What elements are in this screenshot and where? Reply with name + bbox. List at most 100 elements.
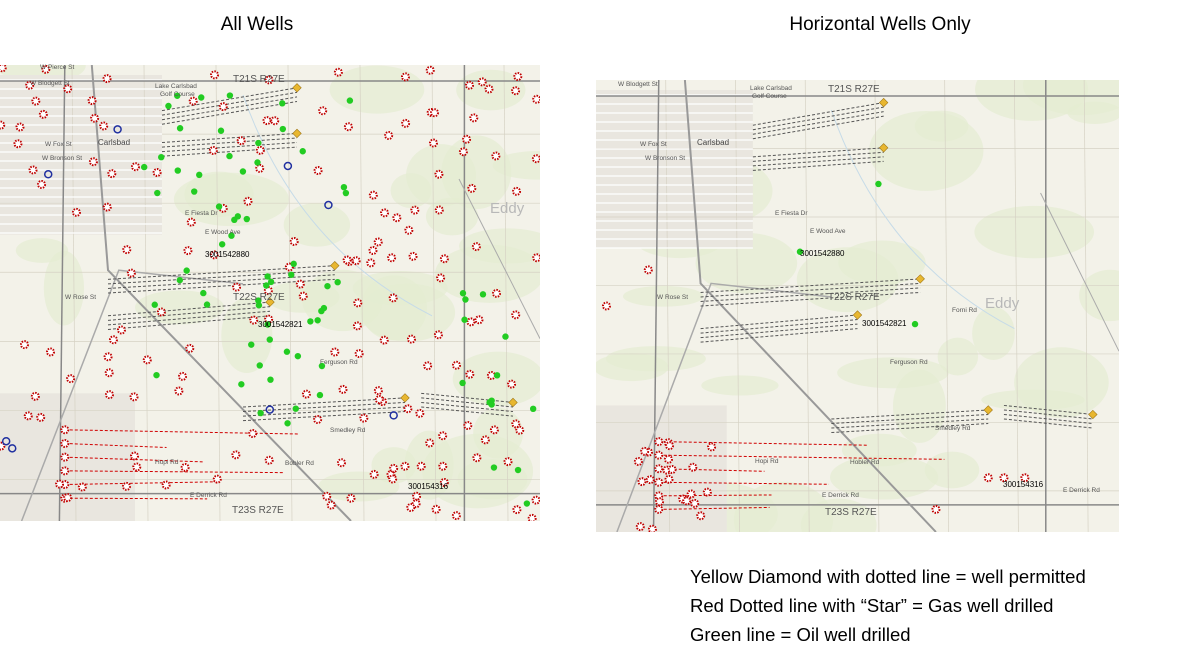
gas-well-star: [664, 474, 674, 484]
gas-well-star: [654, 504, 664, 514]
gas-well-star: [298, 291, 308, 301]
gas-well-star: [654, 450, 664, 460]
gas-well-star: [60, 466, 70, 476]
gas-well-star: [408, 251, 418, 261]
section-line: [804, 80, 810, 532]
oil-well: [279, 125, 287, 133]
oil-well: [198, 94, 205, 101]
oil-well: [176, 276, 184, 284]
gas-well-star: [218, 102, 228, 112]
gas-well-star: [333, 67, 343, 77]
well-path: [107, 265, 335, 280]
gas-well-star: [87, 96, 97, 106]
oil-well: [154, 189, 161, 197]
permitted-well: [852, 310, 863, 320]
gas-well-star: [983, 473, 993, 483]
permitted-well: [983, 405, 993, 415]
street-label: Hobler Rd: [850, 459, 880, 466]
street-label: W Fox St: [45, 141, 72, 148]
well-path: [831, 409, 989, 420]
gas-well-star: [601, 301, 611, 311]
gas-well-star: [643, 265, 653, 275]
well-path: [700, 328, 858, 343]
well-path: [752, 156, 884, 167]
well-path: [700, 282, 921, 298]
oil-well: [486, 399, 493, 406]
permitted-well: [1088, 409, 1098, 420]
oil-well: [316, 391, 324, 399]
gas-well-star: [231, 450, 241, 460]
oil-well: [279, 100, 286, 107]
well-path: [421, 397, 514, 408]
gas-well-star: [515, 425, 525, 435]
well-path: [161, 137, 298, 148]
other-well: [389, 411, 398, 420]
oil-well: [243, 215, 251, 223]
oil-well: [314, 317, 321, 324]
gas-well-star: [389, 463, 399, 473]
gas-well-star: [289, 236, 299, 246]
gas-well-star: [527, 513, 537, 521]
gas-well-star: [458, 147, 468, 157]
gas-well-star: [20, 340, 30, 350]
gas-well-star: [351, 256, 361, 266]
well-id: 3001542821: [862, 319, 907, 328]
gas-well-star: [346, 493, 356, 503]
gas-well-star: [180, 462, 190, 472]
township-line: [652, 80, 660, 532]
oil-well: [911, 320, 919, 328]
well-path: [64, 429, 300, 435]
street-label: E Derrick Rd: [1063, 487, 1100, 494]
well-path: [64, 497, 208, 500]
highway: [20, 269, 244, 521]
well-path: [831, 418, 989, 429]
land-patch: [1022, 80, 1119, 116]
street-label: Ferguson Rd: [890, 359, 928, 366]
street-label: W Bronson St: [645, 155, 685, 162]
permitted-well: [878, 97, 889, 108]
gas-well-star: [107, 169, 117, 179]
section-line: [359, 65, 365, 521]
gas-well-star: [387, 253, 397, 263]
county-label: Eddy: [985, 295, 1020, 312]
well-path: [64, 470, 285, 474]
land-patch: [441, 135, 512, 210]
oil-well: [299, 148, 306, 155]
map-all-wells: [0, 65, 540, 521]
highway: [90, 65, 352, 521]
gas-well-star: [513, 71, 523, 81]
permitted-well: [400, 393, 410, 403]
section-line: [503, 65, 509, 521]
gas-well-star: [330, 347, 340, 357]
gas-well-star: [102, 202, 112, 212]
well-id: 3001542880: [205, 250, 250, 259]
map-horizontal-wells: [596, 80, 1119, 532]
oil-well: [174, 167, 181, 174]
gas-well-star: [511, 419, 521, 429]
gas-well-star: [645, 475, 655, 485]
gas-well-star: [469, 113, 479, 123]
map-title: Horizontal Wells Only: [789, 14, 971, 35]
gas-well-star: [384, 130, 394, 140]
gas-well-star: [480, 435, 490, 445]
gas-well-star: [430, 108, 440, 118]
gas-well-star: [71, 207, 81, 217]
gas-well-star: [104, 390, 114, 400]
well-path: [161, 96, 298, 121]
gas-well-star: [466, 317, 476, 327]
gas-well-star: [931, 504, 941, 514]
land-patch: [221, 297, 273, 374]
gas-well-star: [425, 438, 435, 448]
gas-well-star: [532, 253, 540, 263]
oil-well: [215, 203, 223, 210]
gas-well-star: [531, 495, 540, 505]
oil-well: [502, 333, 509, 340]
well-path: [700, 287, 921, 302]
well-path: [752, 160, 884, 171]
street-label: W Blodgett St: [618, 81, 658, 88]
oil-well: [523, 500, 531, 507]
gas-well-star: [465, 369, 475, 379]
oil-well: [140, 163, 148, 171]
other-well: [283, 161, 293, 171]
river: [242, 94, 433, 317]
